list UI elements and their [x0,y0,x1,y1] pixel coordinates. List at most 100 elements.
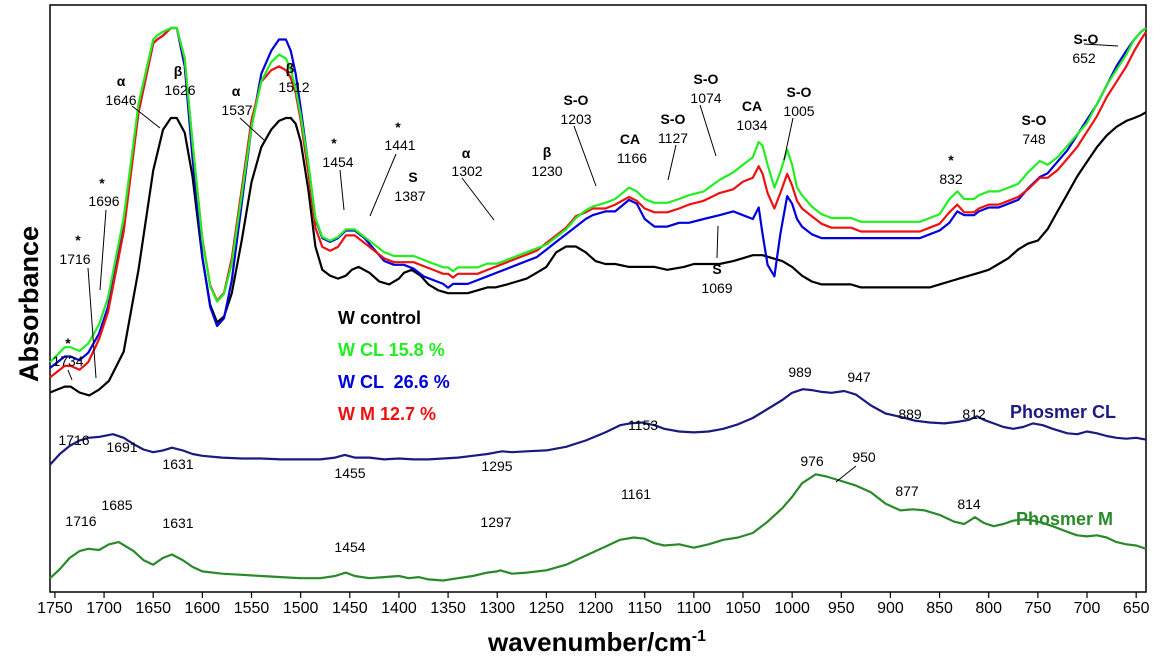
annotation-label: α [117,73,126,89]
annotation-label: * [948,152,954,168]
legend: W control W CL 15.8 % W CL 26.6 % W M 12… [338,308,450,424]
x-tick-label: 1700 [86,600,122,617]
peak-label: 814 [957,496,981,512]
x-tick-label: 1750 [37,600,73,617]
annotation-label: S-O [564,92,589,108]
peak-label: 1153 [628,417,658,433]
annotation-label: S-O [661,111,686,127]
series-label-phosmer-cl: Phosmer CL [1010,402,1116,422]
x-tick-label: 1100 [677,600,712,617]
x-axis-ticks: 1750 1700 1650 1600 1550 1500 1450 1400 1350 1300… [37,592,1150,617]
annotation-number: 1387 [394,188,425,204]
y-axis-label: Absorbance [14,226,44,382]
legend-entry-w-control: W control [338,308,421,328]
series-line-phosmer-m [49,473,1147,582]
annotation-number: 1005 [783,103,814,119]
x-axis-label-text: wavenumber/cm [487,627,692,657]
peak-label: 1685 [101,497,132,513]
x-tick-label: 1400 [381,600,417,617]
peak-label: 1297 [480,514,511,530]
x-tick-label: 1550 [234,600,270,617]
peak-label: 1631 [162,515,193,531]
phosmer-cl-peak-labels: 1716 1691 1631 1455 1295 1153 989 947 88… [58,364,985,481]
annotation-number: 1074 [690,90,721,106]
legend-entry-w-cl-15-8: W CL 15.8 % [338,340,445,360]
peak-label: 812 [962,406,986,422]
annotation-number: 1034 [736,117,767,133]
annotation-label: * [395,119,401,135]
x-tick-label: 1200 [578,600,614,617]
x-tick-label: 1150 [627,600,662,617]
annotation-number: 1127 [658,130,688,146]
spectra-lines [49,26,1147,582]
annotation-number: 1734 [52,353,83,369]
annotation-number: 1626 [164,82,195,98]
x-tick-label: 900 [877,600,904,617]
annotation-label: β [174,63,183,79]
series-line-w-m-12-7 [49,26,1147,379]
annotation-number: 1716 [59,251,90,267]
peak-label: 976 [800,453,824,469]
peak-label: 947 [847,369,871,385]
annotation-label: S-O [1022,112,1047,128]
peak-label: 1631 [162,456,193,472]
annotation-label: * [65,335,71,351]
peak-label: 1716 [65,513,96,529]
x-axis-label-superscript: -1 [692,628,706,645]
band-annotations: * 1734 * 1716 * 1696 α 1646 β 1626 α 153… [52,31,1098,369]
peak-label: 1161 [621,486,651,502]
annotation-number: 1230 [531,163,562,179]
annotation-number: 1454 [322,154,353,170]
series-line-phosmer-cl [49,388,1147,466]
x-tick-label: 650 [1123,600,1150,617]
x-tick-label: 750 [1025,600,1052,617]
annotation-number: 1646 [105,92,136,108]
peak-label: 1454 [334,539,365,555]
annotation-label: CA [742,98,762,114]
annotation-label: S-O [1074,31,1099,47]
plot-frame [49,4,1147,593]
x-tick-label: 1300 [479,600,515,617]
annotation-label: * [331,135,337,151]
peak-label: 989 [788,364,812,380]
annotation-number: 1441 [384,137,415,153]
phosmer-m-950-leader [835,465,857,483]
annotation-label: S-O [694,71,719,87]
annotation-number: 748 [1022,131,1046,147]
annotation-leader-lines [67,43,1119,381]
peak-label: 950 [852,449,876,465]
annotation-number: 1203 [560,111,591,127]
x-tick-label: 1600 [185,600,221,617]
x-tick-label: 950 [828,600,855,617]
annotation-label: S-O [787,84,812,100]
annotation-number: 1302 [451,163,482,179]
annotation-number: 1069 [701,280,732,296]
phosmer-m-peak-labels: 1716 1685 1631 1454 1297 1161 976 950 87… [65,449,980,555]
x-tick-label: 800 [975,600,1002,617]
annotation-number: 1166 [617,150,647,166]
legend-entry-w-m-12-7: W M 12.7 % [338,404,436,424]
peak-label: 877 [895,483,919,499]
series-line-w-cl-15-8 [49,26,1147,364]
x-tick-label: 1650 [135,600,171,617]
annotation-label: * [99,175,105,191]
x-tick-label: 1250 [529,600,565,617]
x-tick-label: 1450 [332,600,368,617]
x-tick-label: 850 [926,600,953,617]
peak-label: 1295 [481,458,512,474]
x-tick-label: 1500 [283,600,319,617]
x-tick-label: 1350 [430,600,466,617]
annotation-label: α [232,83,241,99]
annotation-number: 1696 [88,193,119,209]
series-line-w-cl-26-6 [49,26,1147,369]
annotation-label: β [543,144,552,160]
peak-label: 1716 [58,432,89,448]
annotation-label: α [462,145,471,161]
x-tick-label: 1050 [725,600,761,617]
peak-label: 1455 [334,465,365,481]
annotation-label: S [712,261,721,277]
x-axis-label: wavenumber/cm-1 [487,627,706,657]
series-line-w-control [49,111,1147,397]
annotation-label: * [75,232,81,248]
